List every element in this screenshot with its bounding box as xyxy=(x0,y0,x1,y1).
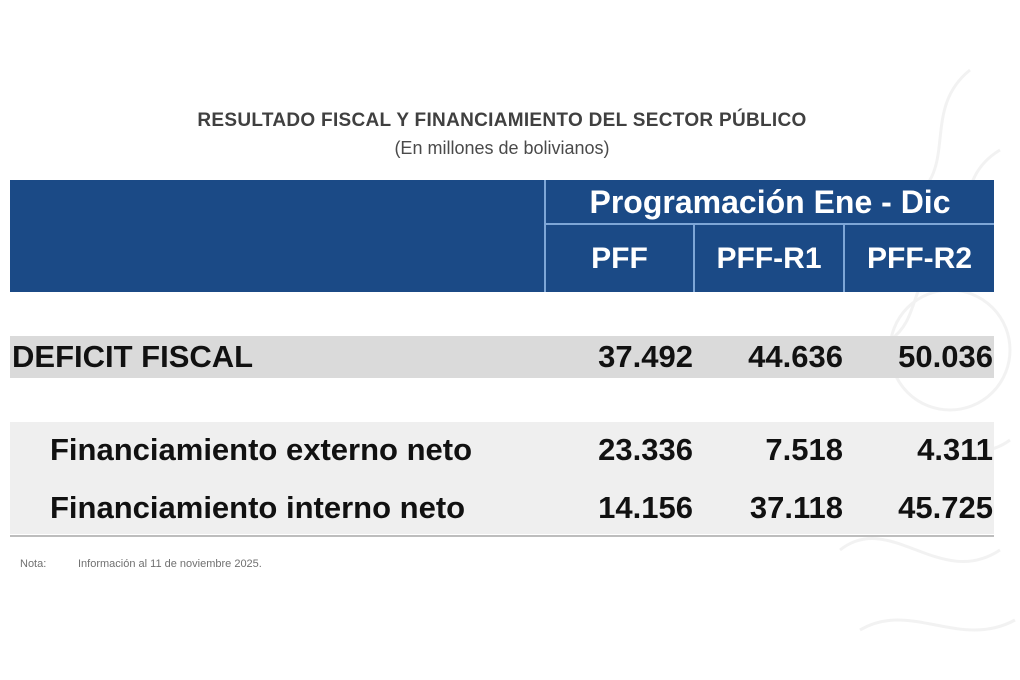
table-header xyxy=(10,180,994,292)
page-title: RESULTADO FISCAL Y FINANCIAMIENTO DEL SE… xyxy=(197,110,807,131)
page-subtitle: (En millones de bolivianos) xyxy=(394,138,610,158)
row-label-deficit: DEFICIT FISCAL xyxy=(12,339,254,374)
row-label-financiamiento-interno: Financiamiento interno neto xyxy=(50,490,466,525)
cell-interno-pff: 14.156 xyxy=(598,490,693,525)
column-header-pff-r1: PFF-R1 xyxy=(716,242,822,275)
note-label: Nota: xyxy=(20,558,47,570)
table-bottom-border xyxy=(10,535,994,537)
row-label-financiamiento-externo: Financiamiento externo neto xyxy=(50,432,473,467)
header-divider-col2 xyxy=(843,225,845,292)
cell-deficit-pff: 37.492 xyxy=(598,339,693,374)
cell-deficit-pff-r2: 50.036 xyxy=(898,339,993,374)
cell-externo-pff-r2: 4.311 xyxy=(917,432,993,467)
cell-interno-pff-r1: 37.118 xyxy=(749,490,843,525)
header-divider-col1 xyxy=(693,225,695,292)
cell-interno-pff-r2: 45.725 xyxy=(898,490,993,525)
cell-externo-pff: 23.336 xyxy=(598,432,693,467)
column-header-pff-r2: PFF-R2 xyxy=(867,242,972,275)
deficit-row-band xyxy=(10,336,994,378)
header-divider-horizontal xyxy=(546,223,994,225)
program-period-label: Programación Ene - Dic xyxy=(589,184,951,220)
cell-deficit-pff-r1: 44.636 xyxy=(748,339,843,374)
note-text: Información al 11 de noviembre 2025. xyxy=(78,558,262,570)
header-divider-vertical xyxy=(544,180,546,292)
column-header-pff: PFF xyxy=(591,242,648,275)
financing-rows-band xyxy=(10,422,994,534)
cell-externo-pff-r1: 7.518 xyxy=(765,432,843,467)
